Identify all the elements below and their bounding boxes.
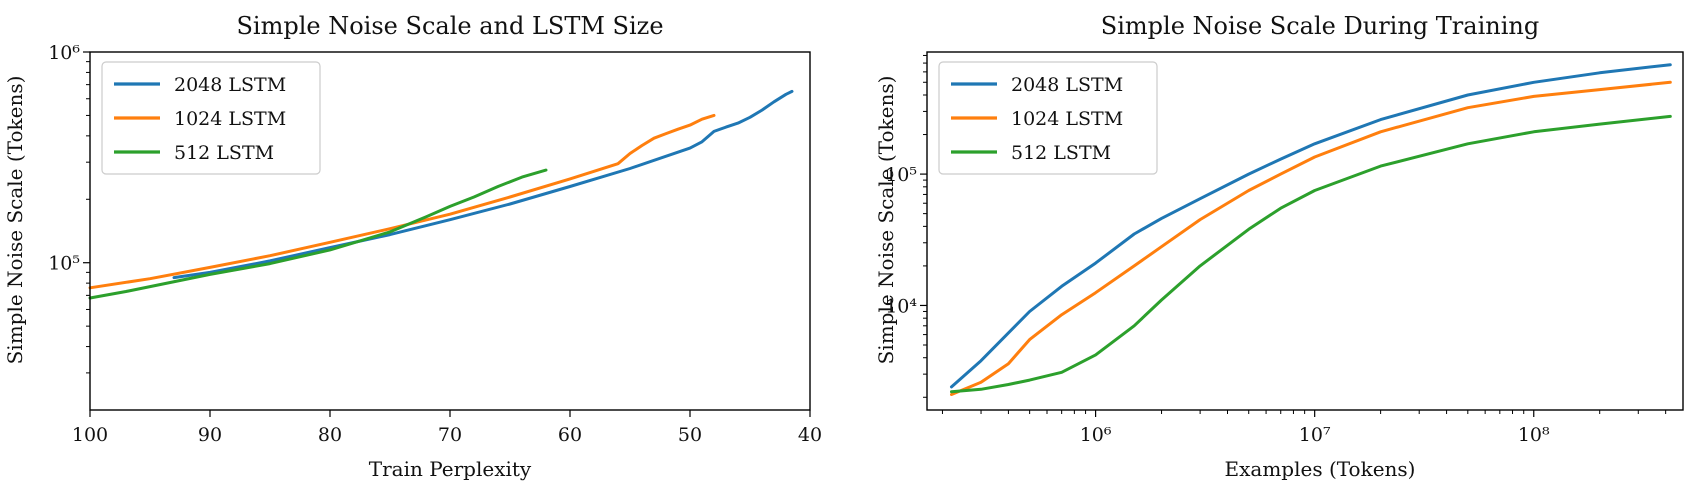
- left-chart-legend-label: 1024 LSTM: [174, 108, 286, 130]
- right-chart-series-512-lstm: [950, 114, 1672, 394]
- right-chart-ylabel: Simple Noise Scale (Tokens): [874, 76, 898, 365]
- right-chart-lines: [950, 63, 1672, 396]
- left-chart-ylabel: Simple Noise Scale (Tokens): [3, 76, 27, 365]
- left-chart-title: Simple Noise Scale and LSTM Size: [236, 12, 663, 40]
- left-chart-legend-label: 512 LSTM: [174, 142, 274, 164]
- left-chart-xlabel: Train Perplexity: [369, 457, 532, 481]
- right-chart-series-1024-lstm: [950, 80, 1672, 396]
- left-chart-x-tick-label: 90: [198, 424, 222, 446]
- right-chart-series-2048-lstm: [950, 63, 1672, 389]
- left-chart-x-tick-label: 80: [318, 424, 342, 446]
- right-chart-x-tick-label: 10⁸: [1518, 424, 1550, 446]
- left-chart-x-tick-label: 50: [678, 424, 702, 446]
- right-chart-frame: [926, 51, 1684, 411]
- right-chart-ticks: 10⁶ 10⁷ 10⁸ 10⁴ 10⁵: [885, 54, 1667, 446]
- right-chart: Simple Noise Scale During Training Examp…: [874, 12, 1684, 481]
- left-chart-series-2048-lstm: [172, 89, 794, 280]
- left-chart: Simple Noise Scale and LSTM Size Train P…: [3, 12, 822, 481]
- left-chart-frame: [89, 51, 811, 411]
- left-chart-legend-label: 2048 LSTM: [174, 74, 286, 96]
- left-chart-x-tick-label: 100: [72, 424, 108, 446]
- right-chart-x-tick-label: 10⁶: [1080, 424, 1112, 446]
- right-chart-legend-label: 2048 LSTM: [1011, 74, 1123, 96]
- right-chart-legend: 2048 LSTM 1024 LSTM 512 LSTM: [938, 61, 1158, 175]
- right-chart-xlabel: Examples (Tokens): [1225, 457, 1416, 481]
- left-chart-x-tick-label: 60: [558, 424, 582, 446]
- right-chart-legend-box: [938, 61, 1158, 175]
- left-chart-ticks: 100 90 80 70 60 50 40 10⁵ 10⁶: [48, 42, 822, 446]
- left-chart-lines: [88, 89, 794, 300]
- left-chart-series-1024-lstm: [88, 113, 716, 290]
- left-chart-legend: 2048 LSTM 1024 LSTM 512 LSTM: [101, 61, 321, 175]
- right-chart-x-tick-label: 10⁷: [1299, 424, 1331, 446]
- right-chart-y-tick-label: 10⁴: [885, 295, 917, 317]
- left-chart-series-512-lstm: [88, 168, 548, 300]
- left-chart-x-tick-label: 70: [438, 424, 462, 446]
- right-chart-y-tick-label: 10⁵: [885, 164, 917, 186]
- left-chart-x-tick-label: 40: [798, 424, 822, 446]
- right-chart-legend-label: 512 LSTM: [1011, 142, 1111, 164]
- left-chart-y-tick-label: 10⁶: [48, 42, 80, 64]
- left-chart-y-tick-label: 10⁵: [48, 253, 80, 275]
- left-chart-legend-box: [101, 61, 321, 175]
- right-chart-legend-label: 1024 LSTM: [1011, 108, 1123, 130]
- right-chart-title: Simple Noise Scale During Training: [1101, 12, 1539, 40]
